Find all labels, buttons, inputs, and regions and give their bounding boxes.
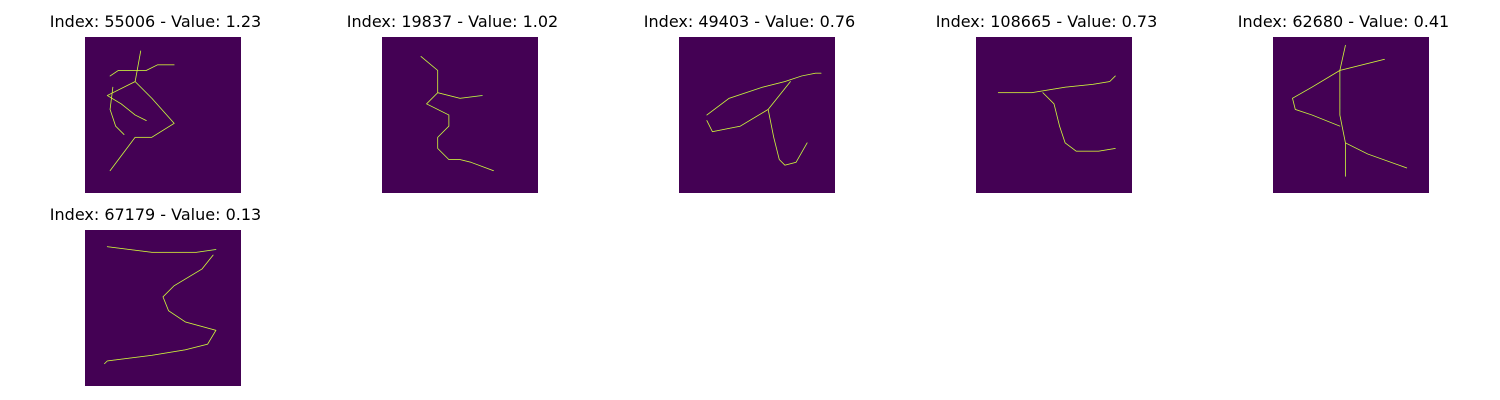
glyph-stroke bbox=[106, 50, 175, 172]
glyph-stroke bbox=[997, 75, 1116, 152]
panel-title: Index: 55006 - Value: 1.23 bbox=[49, 12, 262, 31]
image-background bbox=[382, 37, 538, 193]
image-panel: Index: 108665 - Value: 0.73 bbox=[898, 0, 1195, 193]
image-background bbox=[679, 37, 835, 193]
image-panel: Index: 19837 - Value: 1.02 bbox=[304, 0, 601, 193]
image-panel: Index: 55006 - Value: 1.23 bbox=[7, 0, 304, 193]
glyph-stroke bbox=[706, 72, 822, 166]
handwritten-glyph-image bbox=[1273, 37, 1429, 193]
panel-title: Index: 62680 - Value: 0.41 bbox=[1237, 12, 1450, 31]
image-background bbox=[1273, 37, 1429, 193]
panel-title: Index: 67179 - Value: 0.13 bbox=[49, 205, 262, 224]
glyph-stroke bbox=[1292, 45, 1408, 177]
image-background bbox=[85, 230, 241, 386]
image-panel: Index: 67179 - Value: 0.13 bbox=[7, 193, 304, 386]
image-background bbox=[85, 37, 241, 193]
handwritten-glyph-image bbox=[382, 37, 538, 193]
panel-title: Index: 19837 - Value: 1.02 bbox=[346, 12, 559, 31]
image-background bbox=[976, 37, 1132, 193]
glyph-stroke bbox=[104, 246, 217, 365]
image-panel: Index: 62680 - Value: 0.41 bbox=[1195, 0, 1492, 193]
panel-title: Index: 49403 - Value: 0.76 bbox=[643, 12, 856, 31]
handwritten-glyph-image bbox=[976, 37, 1132, 193]
handwritten-glyph-image bbox=[85, 37, 241, 193]
handwritten-glyph-image bbox=[679, 37, 835, 193]
panel-title: Index: 108665 - Value: 0.73 bbox=[935, 12, 1158, 31]
image-panel: Index: 49403 - Value: 0.76 bbox=[601, 0, 898, 193]
handwritten-glyph-image bbox=[85, 230, 241, 386]
glyph-stroke bbox=[420, 56, 494, 172]
